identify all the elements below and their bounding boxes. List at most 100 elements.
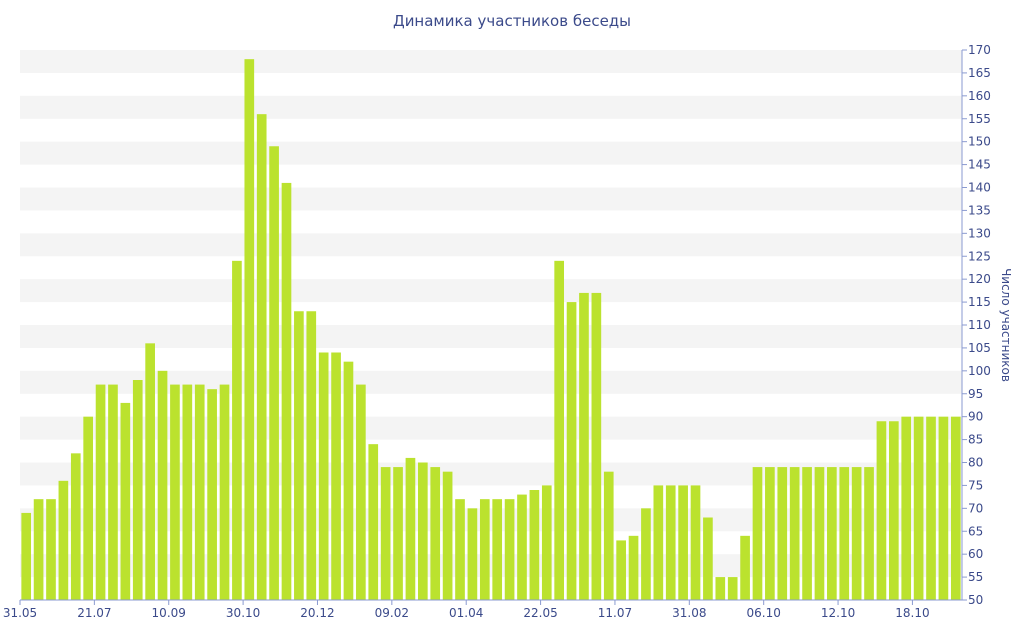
bar xyxy=(814,467,825,600)
bar xyxy=(132,380,143,600)
bar xyxy=(244,59,255,600)
bar xyxy=(740,535,750,600)
grid-band xyxy=(20,554,962,578)
bar xyxy=(938,416,949,600)
x-tick-label: 30.10 xyxy=(226,606,260,620)
bar xyxy=(108,384,118,600)
y-tick-label: 165 xyxy=(968,66,991,80)
bar xyxy=(517,494,527,600)
bar xyxy=(628,535,639,600)
x-tick-label: 21.07 xyxy=(77,606,111,620)
x-tick-label: 31.08 xyxy=(672,606,706,620)
bar xyxy=(442,471,453,600)
y-tick-label: 145 xyxy=(968,158,991,172)
y-tick-label: 160 xyxy=(968,89,991,103)
grid-band xyxy=(20,508,962,532)
x-tick-label: 22.05 xyxy=(523,606,557,620)
bar xyxy=(715,577,726,600)
bar xyxy=(950,416,961,600)
bar xyxy=(194,384,205,600)
grid-band xyxy=(20,187,962,211)
bar xyxy=(58,480,69,600)
y-tick-label: 60 xyxy=(968,547,983,561)
bar xyxy=(492,499,503,600)
grid-band xyxy=(20,50,962,73)
bar xyxy=(170,384,180,600)
bar xyxy=(256,114,267,601)
grid-band xyxy=(20,416,962,440)
bar xyxy=(380,467,391,600)
bar xyxy=(703,517,713,600)
bar xyxy=(727,577,738,600)
bar xyxy=(665,485,676,600)
bar xyxy=(368,444,379,600)
bar xyxy=(393,467,403,600)
bar xyxy=(281,182,292,600)
bar xyxy=(678,485,688,600)
bar xyxy=(70,453,81,600)
bar xyxy=(901,416,912,600)
y-axis-title: Число участников xyxy=(999,268,1013,382)
x-axis: 31.05 21.07 10.09 30.10 20.12 09.02 01.04 22.05… xyxy=(3,599,962,620)
bar xyxy=(641,508,651,600)
y-tick-label: 65 xyxy=(968,524,983,538)
bar xyxy=(851,467,862,600)
y-tick-label: 100 xyxy=(968,364,991,378)
bar xyxy=(318,352,329,600)
grid-band xyxy=(20,325,962,348)
x-tick-label: 01.04 xyxy=(449,606,483,620)
chart-title: Динамика участников беседы xyxy=(392,12,632,30)
bar xyxy=(294,311,304,600)
x-tick-label: 31.05 xyxy=(3,606,37,620)
bar xyxy=(591,292,602,600)
bar xyxy=(827,467,837,600)
bar xyxy=(529,490,540,600)
y-tick-label: 130 xyxy=(968,226,991,240)
bar xyxy=(579,292,589,600)
bar xyxy=(269,146,279,600)
bar-series xyxy=(21,59,961,601)
bar xyxy=(653,485,664,600)
bar xyxy=(405,457,416,600)
y-tick-label: 115 xyxy=(968,295,991,309)
y-tick-label: 120 xyxy=(968,272,991,286)
bar xyxy=(888,421,899,600)
x-tick-label: 18.10 xyxy=(895,606,929,620)
x-tick-label: 11.07 xyxy=(598,606,632,620)
y-tick-label: 80 xyxy=(968,456,983,470)
bar xyxy=(207,389,217,600)
bar xyxy=(541,485,552,600)
bar xyxy=(232,260,242,600)
bar xyxy=(21,512,32,600)
y-tick-label: 75 xyxy=(968,478,983,492)
grid-band xyxy=(20,370,962,394)
bar xyxy=(876,421,887,600)
bar xyxy=(430,467,441,600)
bar xyxy=(331,352,341,600)
bar xyxy=(145,343,155,600)
bar xyxy=(467,508,478,600)
bar xyxy=(306,311,317,600)
y-tick-label: 55 xyxy=(968,570,983,584)
bar xyxy=(120,402,131,600)
y-tick-label: 105 xyxy=(968,341,991,355)
y-tick-label: 140 xyxy=(968,181,991,195)
y-tick-label: 125 xyxy=(968,249,991,263)
bar xyxy=(566,302,577,600)
x-tick-label: 06.10 xyxy=(747,606,781,620)
x-tick-label: 10.09 xyxy=(152,606,186,620)
y-tick-label: 150 xyxy=(968,135,991,149)
y-tick-label: 110 xyxy=(968,318,991,332)
bar xyxy=(46,499,56,600)
grid-band xyxy=(20,462,962,486)
bar xyxy=(95,384,106,600)
bar xyxy=(479,499,490,600)
bar xyxy=(752,467,763,600)
bar xyxy=(356,384,366,600)
grid-bands xyxy=(20,50,962,578)
bar xyxy=(83,416,94,600)
bar xyxy=(504,499,515,600)
y-tick-label: 50 xyxy=(968,593,983,607)
bar xyxy=(219,384,230,600)
